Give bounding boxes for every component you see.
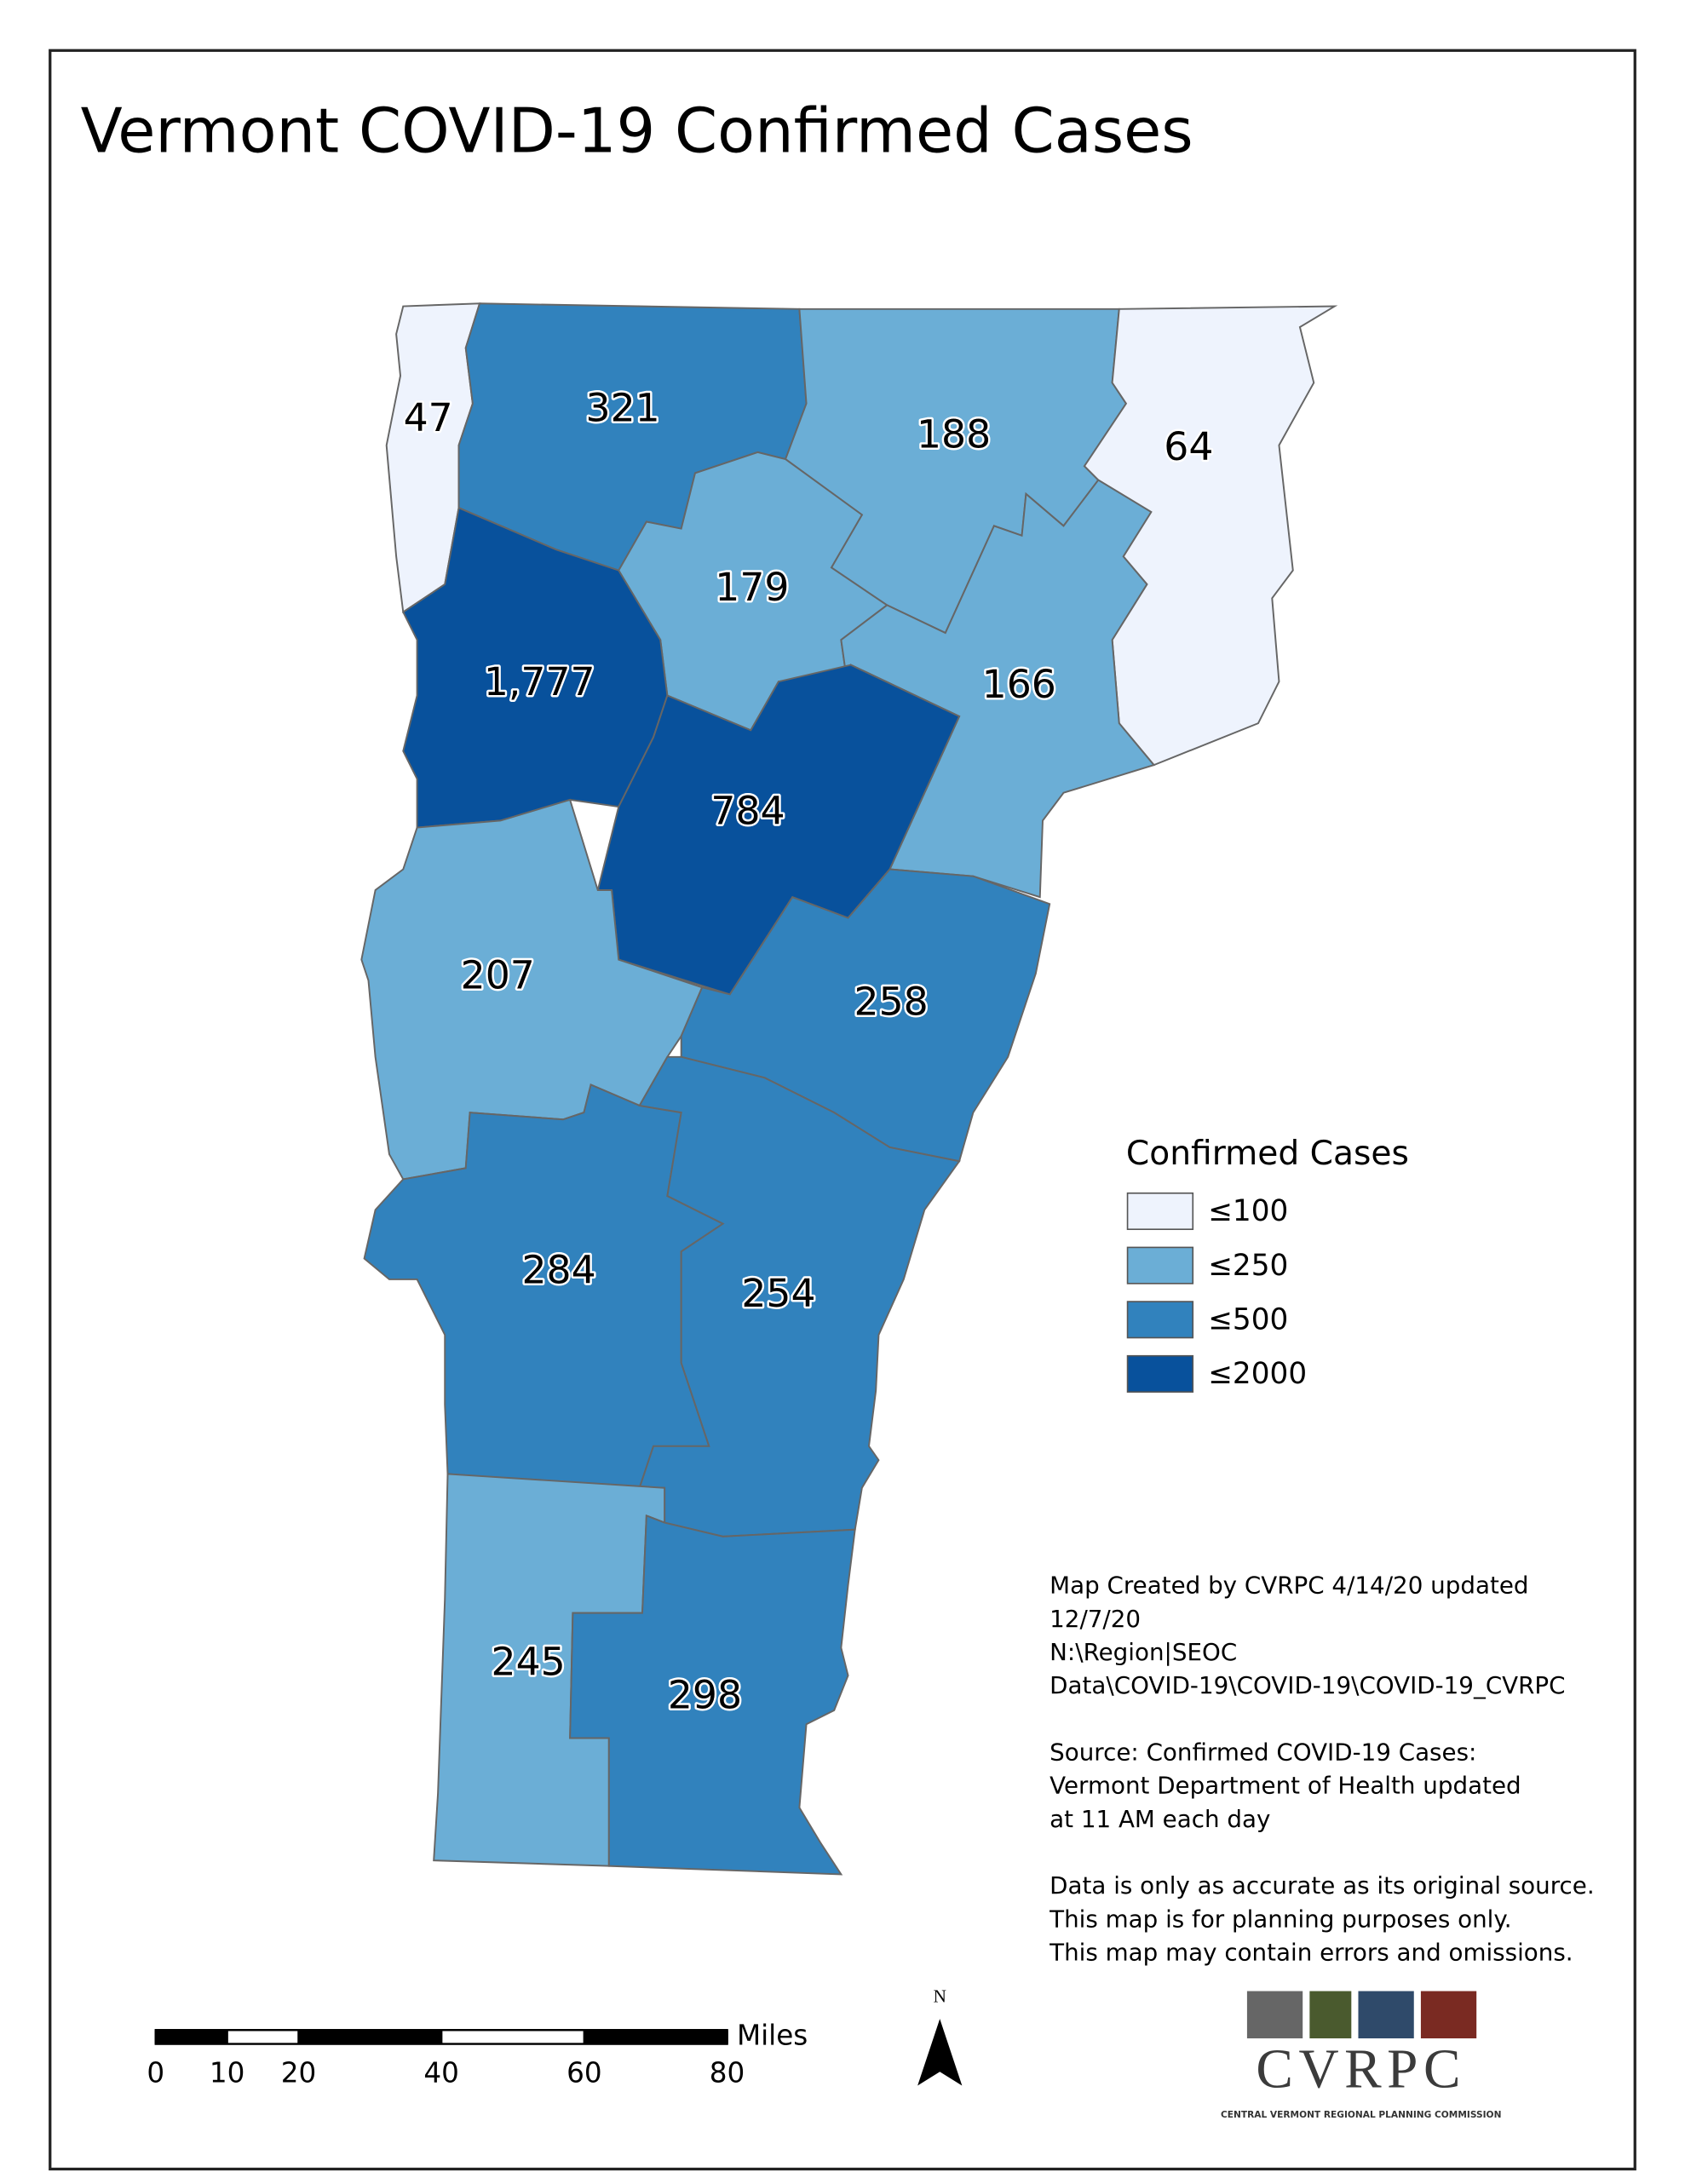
region-label: 207 (461, 952, 535, 997)
region-label: 284 (521, 1247, 595, 1292)
logo: CVRPC CENTRAL VERMONT REGIONAL PLANNING … (1221, 1991, 1501, 2120)
note-line: Data is only as accurate as its original… (1050, 1871, 1594, 1900)
map-title: Vermont COVID-19 Confirmed Cases (81, 95, 1193, 166)
logo-subtitle: CENTRAL VERMONT REGIONAL PLANNING COMMIS… (1221, 2110, 1501, 2120)
region-label: 321 (586, 385, 660, 430)
legend: Confirmed Cases ≤100 ≤250 ≤500 ≤2000 (1126, 1135, 1409, 1393)
region (569, 1514, 856, 1876)
region-label: 245 (492, 1640, 566, 1685)
region-label: 47 (404, 395, 453, 440)
north-arrow: N (917, 1986, 963, 2086)
scale-tick-label: 0 (147, 2056, 164, 2089)
legend-swatch (1126, 1246, 1194, 1285)
legend-swatch (1126, 1301, 1194, 1339)
region-label: 254 (741, 1271, 815, 1316)
note-line: N:\Region|SEOC (1050, 1638, 1237, 1666)
north-label: N (934, 1986, 946, 2007)
region-label: 258 (854, 979, 929, 1024)
note-line: at 11 AM each day (1050, 1805, 1270, 1833)
legend-title: Confirmed Cases (1126, 1135, 1409, 1173)
scale-bar-segment (155, 2030, 227, 2044)
logo-block (1358, 1991, 1414, 2039)
region-label: 179 (715, 565, 789, 610)
notes: Map Created by CVRPC 4/14/20 updated 12/7… (1049, 1572, 1594, 1967)
logo-block (1246, 1991, 1303, 2039)
scale-tick-label: 40 (423, 2056, 459, 2089)
scale-bar-segment (298, 2030, 442, 2044)
region-labels: 47 321 188 64 179 166 1,777 784 207 258 284 254 245 2… (401, 383, 1216, 1720)
legend-label: ≤2000 (1208, 1357, 1307, 1391)
scale-tick-label: 20 (281, 2056, 317, 2089)
logo-name: CVRPC (1256, 2038, 1466, 2100)
legend-swatch (1126, 1354, 1194, 1393)
scale-tick-label: 60 (566, 2056, 602, 2089)
region-label: 1,777 (484, 659, 595, 704)
legend-swatch (1126, 1192, 1194, 1231)
legend-label: ≤500 (1208, 1302, 1288, 1336)
legend-label: ≤100 (1208, 1194, 1288, 1228)
region-label: 64 (1164, 424, 1213, 469)
region-label: 298 (668, 1673, 742, 1718)
logo-block (1420, 1991, 1477, 2039)
note-line: Data\COVID-19\COVID-19\COVID-19_CVRPC (1050, 1671, 1565, 1699)
legend-label: ≤250 (1208, 1249, 1288, 1283)
north-arrow-shape (917, 2019, 963, 2086)
note-line: This map is for planning purposes only. (1049, 1905, 1511, 1933)
regions (360, 302, 1338, 1876)
note-line: This map may contain errors and omission… (1049, 1938, 1573, 1966)
scale-bar: 0 10 20 40 60 80 Miles (147, 2019, 808, 2089)
logo-block (1309, 1991, 1352, 2039)
note-line: Map Created by CVRPC 4/14/20 updated (1050, 1572, 1528, 1600)
scale-tick-label: 10 (210, 2056, 245, 2089)
region-label: 784 (710, 789, 785, 834)
note-line: 12/7/20 (1050, 1605, 1141, 1633)
scale-tick-label: 80 (710, 2056, 745, 2089)
region (638, 1055, 961, 1537)
region-label: 166 (982, 662, 1056, 707)
note-line: Source: Confirmed COVID-19 Cases: (1050, 1738, 1476, 1766)
scale-bar-segment (584, 2030, 727, 2044)
region-label: 188 (917, 411, 991, 457)
note-line: Vermont Department of Health updated (1050, 1772, 1521, 1800)
scale-unit: Miles (737, 2019, 808, 2051)
